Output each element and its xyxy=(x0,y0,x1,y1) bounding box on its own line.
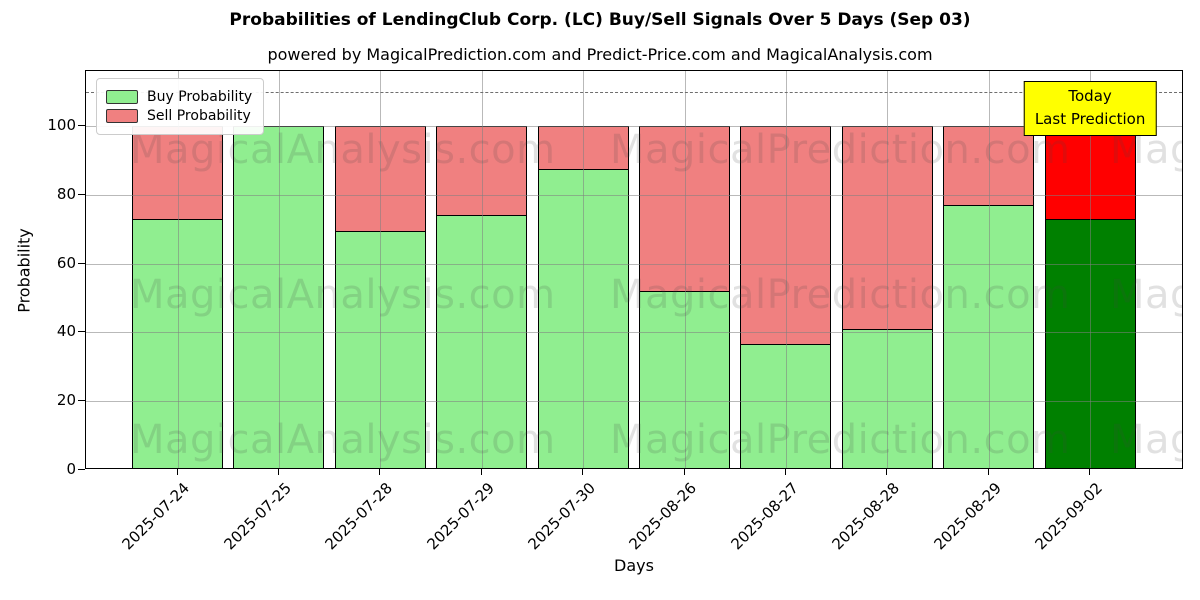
y-tick-label: 40 xyxy=(56,322,76,341)
y-tick-label: 80 xyxy=(56,184,76,203)
x-gridline xyxy=(1090,71,1092,468)
y-tick-mark xyxy=(78,262,85,264)
x-tick-mark xyxy=(277,469,279,475)
y-tick-label: 60 xyxy=(56,253,76,272)
buy-swatch-icon xyxy=(106,90,138,104)
x-tick-mark xyxy=(683,469,685,475)
legend-label-sell: Sell Probability xyxy=(147,108,251,124)
y-tick-mark xyxy=(78,193,85,195)
x-gridline xyxy=(887,71,889,468)
x-tick-label: 2025-09-02 xyxy=(1031,479,1106,554)
legend-label-buy: Buy Probability xyxy=(147,89,253,105)
watermark-text: MagicalPrediction.com xyxy=(610,417,1071,463)
annotation-line-2: Last Prediction xyxy=(1034,110,1146,129)
x-tick-label: 2025-07-24 xyxy=(118,479,194,554)
threshold-dashed-line xyxy=(86,91,1182,93)
annotation-line-1: Today xyxy=(1068,87,1112,105)
x-gridline xyxy=(177,71,179,468)
y-tick-mark xyxy=(78,400,85,402)
y-tick-mark xyxy=(78,469,85,470)
x-tick-mark xyxy=(784,469,786,475)
x-tick-label: 2025-08-29 xyxy=(930,479,1005,554)
x-tick-mark xyxy=(582,469,584,475)
y-axis-label: Probability xyxy=(14,228,34,313)
x-tick-label: 2025-07-29 xyxy=(423,479,498,554)
y-gridline xyxy=(86,332,1182,334)
y-tick-label: 0 xyxy=(66,460,76,478)
x-tick-label: 2025-07-30 xyxy=(524,479,599,554)
x-tick-mark xyxy=(176,469,178,475)
x-tick-mark xyxy=(480,469,482,475)
x-gridline xyxy=(988,71,990,468)
x-gridline xyxy=(785,71,787,468)
watermark-text: MagicalAnalysis.com xyxy=(1110,272,1182,318)
y-tick-label: 20 xyxy=(56,391,76,410)
y-tick-mark xyxy=(78,331,85,333)
x-gridline xyxy=(278,71,280,468)
x-tick-label: 2025-08-27 xyxy=(727,479,802,554)
x-gridline xyxy=(684,71,686,468)
watermark-text: MagicalAnalysis.com xyxy=(1110,417,1182,463)
legend-item-buy: Buy Probability xyxy=(106,89,252,105)
x-tick-label: 2025-08-28 xyxy=(828,479,904,554)
chart-title: Probabilities of LendingClub Corp. (LC) … xyxy=(229,10,971,30)
x-gridline xyxy=(380,71,382,468)
y-gridline xyxy=(86,126,1182,128)
y-gridline xyxy=(86,194,1182,196)
legend-item-sell: Sell Probability xyxy=(106,108,252,124)
watermark-text: MagicalAnalysis.com xyxy=(130,417,556,463)
today-annotation: Today Last Prediction xyxy=(1023,81,1157,136)
chart-subtitle: powered by MagicalPrediction.com and Pre… xyxy=(267,45,933,64)
x-gridline xyxy=(583,71,585,468)
x-tick-label: 2025-07-28 xyxy=(321,479,397,554)
x-tick-label: 2025-07-25 xyxy=(220,479,295,554)
y-gridline xyxy=(86,401,1182,403)
y-tick-label: 100 xyxy=(47,116,76,135)
y-tick-mark xyxy=(78,125,85,127)
x-tick-mark xyxy=(987,469,989,475)
x-tick-mark xyxy=(886,469,888,475)
x-axis-label: Days xyxy=(614,556,654,575)
y-gridline xyxy=(86,263,1182,265)
sell-swatch-icon xyxy=(106,109,138,123)
legend: Buy Probability Sell Probability xyxy=(96,78,265,135)
watermark-text: MagicalPrediction.com xyxy=(610,127,1071,173)
plot-area: Buy Probability Sell Probability Today L… xyxy=(85,70,1183,469)
x-gridline xyxy=(481,71,483,468)
x-tick-mark xyxy=(1089,469,1091,475)
x-tick-mark xyxy=(379,469,381,475)
watermark-text: MagicalAnalysis.com xyxy=(130,272,556,318)
watermark-text: MagicalPrediction.com xyxy=(610,272,1071,318)
x-tick-label: 2025-08-26 xyxy=(625,479,701,554)
